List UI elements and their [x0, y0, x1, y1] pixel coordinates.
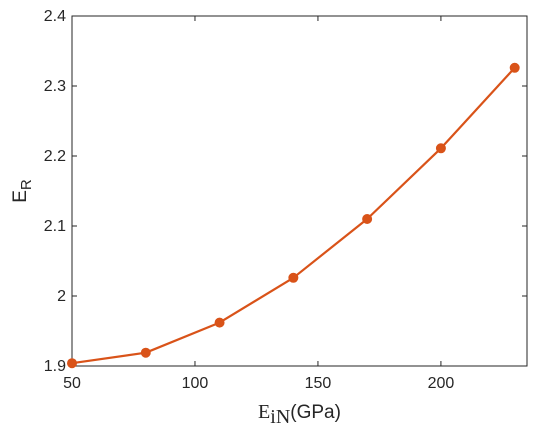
x-tick-label: 150 — [305, 375, 332, 392]
x-axis-label-subscript: iN — [270, 406, 290, 428]
data-point — [67, 358, 77, 369]
series-layer — [67, 62, 520, 369]
data-point — [509, 62, 520, 73]
y-tick-label: 2.4 — [44, 8, 66, 25]
data-point — [288, 272, 299, 283]
data-point — [435, 143, 446, 154]
data-point — [362, 214, 373, 224]
data-point — [214, 317, 225, 328]
y-axis-label-subscript: R — [18, 179, 35, 190]
series-line — [71, 67, 516, 365]
x-tick-label: 200 — [428, 375, 455, 392]
x-tick-label: 50 — [63, 375, 81, 392]
y-axis-label: ER — [10, 179, 35, 203]
axes — [71, 15, 528, 367]
x-axis-label-unit: (GPa) — [290, 402, 341, 423]
y-tick-label: 1.9 — [44, 358, 66, 375]
x-axis-label: EiN(GPa) — [258, 401, 341, 428]
y-axis-ticks: 1.9 2 2.1 2.2 2.3 2.4 — [44, 8, 527, 375]
y-tick-label: 2.2 — [44, 148, 66, 165]
y-axis-label-main: E — [10, 190, 31, 203]
y-tick-label: 2.1 — [44, 218, 66, 235]
x-axis-label-main: E — [258, 401, 270, 423]
y-tick-label: 2.3 — [44, 78, 66, 95]
x-tick-label: 100 — [182, 375, 209, 392]
y-tick-label: 2 — [57, 288, 66, 305]
plot-area-frame — [71, 15, 528, 367]
data-point — [140, 347, 151, 358]
x-axis-ticks: 50 100 150 200 — [63, 16, 454, 392]
